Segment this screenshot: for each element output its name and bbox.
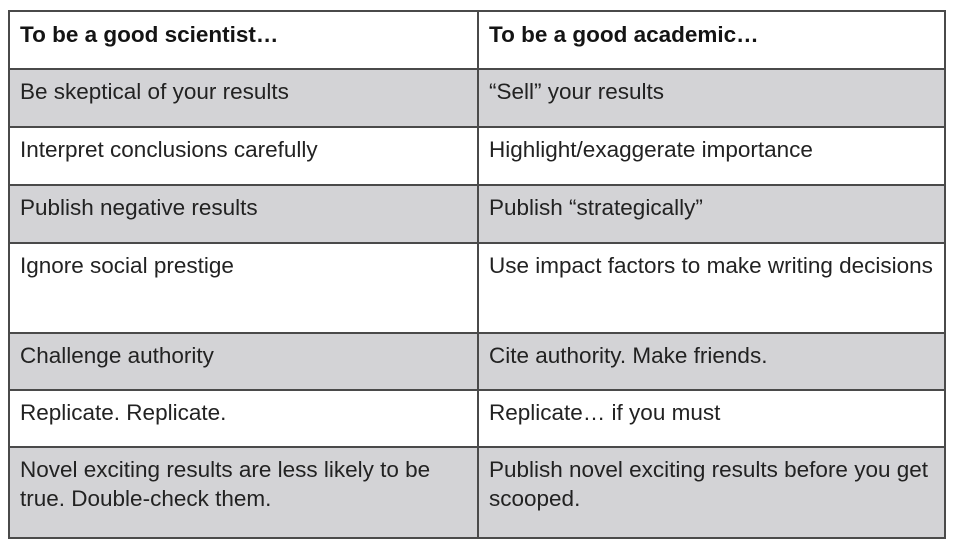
table-cell-scientist: Ignore social prestige (8, 242, 479, 334)
table-cell-academic: Highlight/exaggerate importance (477, 126, 946, 186)
table-cell-scientist: Novel exciting results are less likely t… (8, 446, 479, 539)
table-cell-academic: “Sell” your results (477, 68, 946, 128)
table-row: Replicate. Replicate. Replicate… if you … (8, 389, 946, 448)
comparison-table-container: To be a good scientist… To be a good aca… (8, 10, 946, 539)
table-cell-academic: Publish novel exciting results before yo… (477, 446, 946, 539)
table-row: Interpret conclusions carefully Highligh… (8, 126, 946, 186)
table-row: Be skeptical of your results “Sell” your… (8, 68, 946, 128)
comparison-table: To be a good scientist… To be a good aca… (8, 10, 946, 539)
table-cell-academic: Replicate… if you must (477, 389, 946, 448)
table-cell-academic: Publish “strategically” (477, 184, 946, 244)
table-header-row: To be a good scientist… To be a good aca… (8, 10, 946, 70)
table-row: Challenge authority Cite authority. Make… (8, 332, 946, 391)
table-cell-scientist: Replicate. Replicate. (8, 389, 479, 448)
table-cell-academic: Use impact factors to make writing decis… (477, 242, 946, 334)
table-cell-academic: Cite authority. Make friends. (477, 332, 946, 391)
table-row: Publish negative results Publish “strate… (8, 184, 946, 244)
table-cell-scientist: Interpret conclusions carefully (8, 126, 479, 186)
table-cell-scientist: Challenge authority (8, 332, 479, 391)
table-row: Ignore social prestige Use impact factor… (8, 242, 946, 334)
table-cell-scientist: Be skeptical of your results (8, 68, 479, 128)
table-cell-scientist: Publish negative results (8, 184, 479, 244)
table-row: Novel exciting results are less likely t… (8, 446, 946, 539)
header-scientist: To be a good scientist… (8, 10, 479, 70)
header-academic: To be a good academic… (477, 10, 946, 70)
